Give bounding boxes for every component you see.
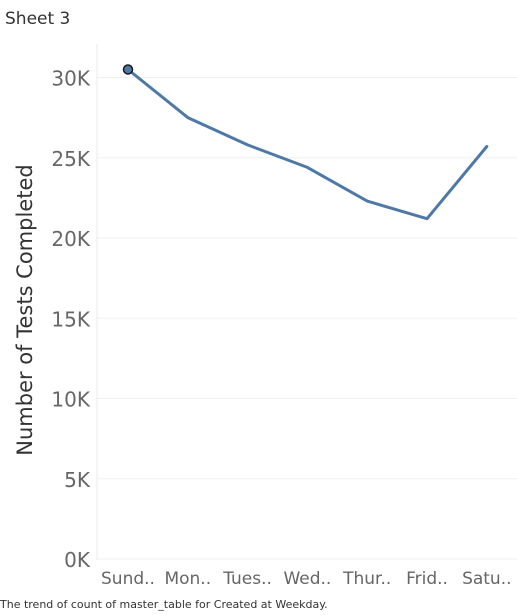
y-tick-label: 20K (51, 227, 90, 251)
y-tick-label: 15K (51, 307, 90, 331)
series-line (126, 68, 489, 221)
y-tick-label: 25K (51, 147, 90, 171)
y-axis-ticks: 0K 5K 10K 15K 20K 25K 30K (51, 67, 90, 573)
y-tick-label: 0K (64, 548, 91, 572)
gridlines (96, 44, 517, 560)
highlighted-data-point[interactable] (122, 64, 134, 75)
x-tick-label: Thur.. (342, 569, 391, 589)
y-tick-label: 30K (51, 67, 90, 91)
x-tick-label: Tues.. (222, 569, 272, 589)
x-tick-label: Frid.. (406, 569, 448, 589)
x-tick-label: Satu.. (462, 569, 511, 589)
data-points (122, 64, 134, 75)
chart-caption: The trend of count of master_table for C… (0, 598, 328, 611)
x-axis-ticks: Sund.. Mon.. Tues.. Wed.. Thur.. Frid.. Satu.. (101, 569, 512, 589)
sheet-title: Sheet 3 (5, 9, 71, 29)
x-tick-label: Wed.. (283, 569, 331, 589)
line-chart: 0K 5K 10K 15K 20K 25K 30K Sund.. Mon.. Tues.. Wed… (51, 44, 517, 589)
y-tick-label: 5K (64, 468, 91, 492)
y-tick-label: 10K (51, 388, 90, 412)
x-tick-label: Mon.. (164, 569, 211, 589)
x-tick-label: Sund.. (101, 569, 155, 589)
series-line-layer (126, 68, 489, 221)
